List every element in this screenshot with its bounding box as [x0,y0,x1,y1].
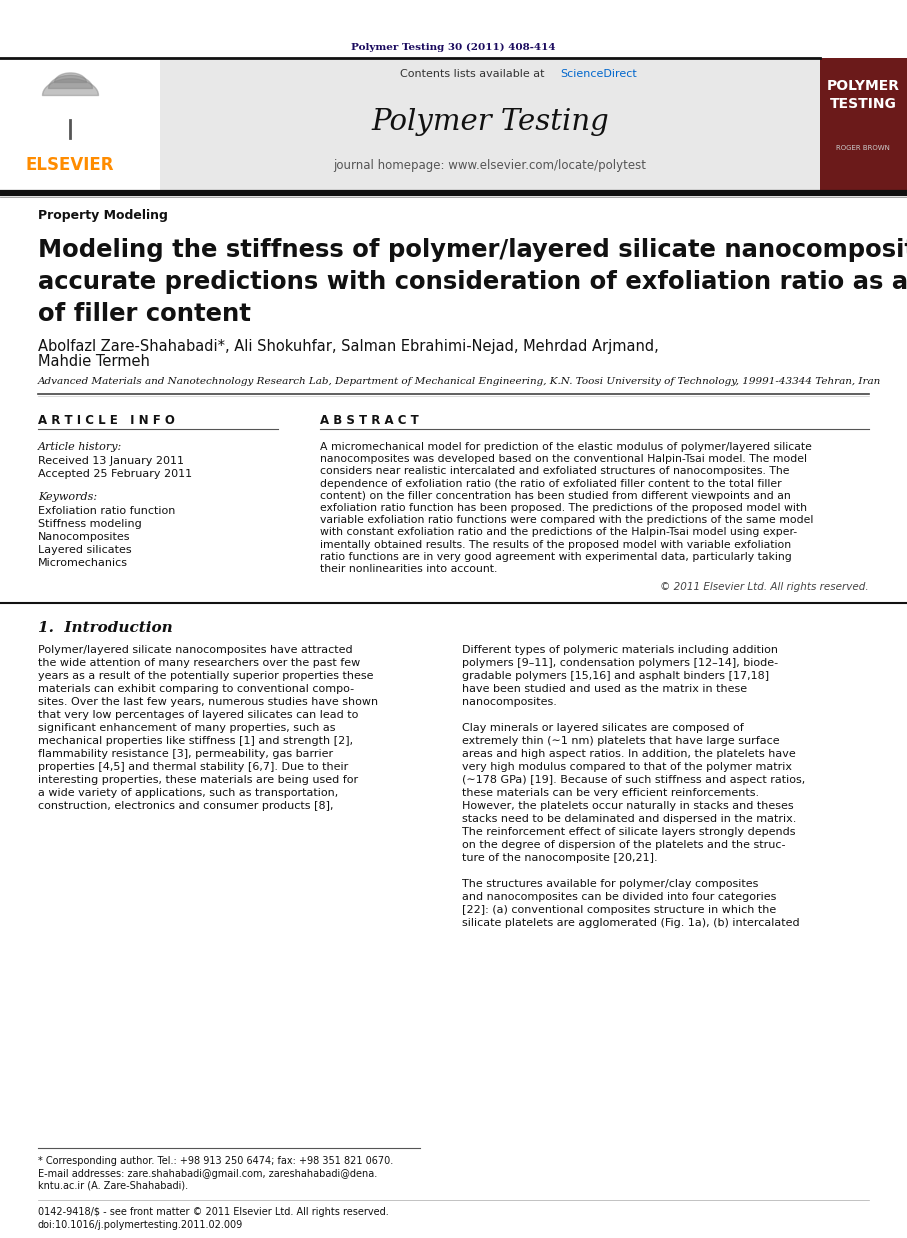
Text: Nanocomposites: Nanocomposites [38,532,131,542]
Text: Different types of polymeric materials including addition: Different types of polymeric materials i… [462,645,778,655]
Text: 1.  Introduction: 1. Introduction [38,621,172,635]
Text: Contents lists available at: Contents lists available at [400,69,548,79]
Text: ture of the nanocomposite [20,21].: ture of the nanocomposite [20,21]. [462,853,658,863]
Text: flammability resistance [3], permeability, gas barrier: flammability resistance [3], permeabilit… [38,749,333,759]
Text: doi:10.1016/j.polymertesting.2011.02.009: doi:10.1016/j.polymertesting.2011.02.009 [38,1219,243,1231]
Text: areas and high aspect ratios. In addition, the platelets have: areas and high aspect ratios. In additio… [462,749,795,759]
Text: nanocomposites.: nanocomposites. [462,697,557,707]
Text: content) on the filler concentration has been studied from different viewpoints : content) on the filler concentration has… [320,490,791,501]
Text: stacks need to be delaminated and dispersed in the matrix.: stacks need to be delaminated and disper… [462,815,796,825]
Text: variable exfoliation ratio functions were compared with the predictions of the s: variable exfoliation ratio functions wer… [320,515,814,525]
Text: gradable polymers [15,16] and asphalt binders [17,18]: gradable polymers [15,16] and asphalt bi… [462,671,769,681]
Text: that very low percentages of layered silicates can lead to: that very low percentages of layered sil… [38,711,358,721]
Text: extremely thin (∼1 nm) platelets that have large surface: extremely thin (∼1 nm) platelets that ha… [462,737,780,747]
Text: Polymer Testing 30 (2011) 408-414: Polymer Testing 30 (2011) 408-414 [351,42,555,52]
Text: of filler content: of filler content [38,302,251,326]
Text: imentally obtained results. The results of the proposed model with variable exfo: imentally obtained results. The results … [320,540,791,550]
Text: silicate platelets are agglomerated (Fig. 1a), (b) intercalated: silicate platelets are agglomerated (Fig… [462,919,800,928]
Text: However, the platelets occur naturally in stacks and theses: However, the platelets occur naturally i… [462,801,794,811]
Text: (∼178 GPa) [19]. Because of such stiffness and aspect ratios,: (∼178 GPa) [19]. Because of such stiffne… [462,775,805,785]
Text: a wide variety of applications, such as transportation,: a wide variety of applications, such as … [38,789,338,799]
Text: dependence of exfoliation ratio (the ratio of exfoliated filler content to the t: dependence of exfoliation ratio (the rat… [320,479,782,489]
Text: Received 13 January 2011: Received 13 January 2011 [38,456,184,465]
Text: exfoliation ratio function has been proposed. The predictions of the proposed mo: exfoliation ratio function has been prop… [320,503,807,513]
Text: Mahdie Termeh: Mahdie Termeh [38,354,150,369]
Text: E-mail addresses: zare.shahabadi@gmail.com, zareshahabadi@dena.: E-mail addresses: zare.shahabadi@gmail.c… [38,1169,377,1179]
Text: significant enhancement of many properties, such as: significant enhancement of many properti… [38,723,336,733]
Text: A B S T R A C T: A B S T R A C T [320,413,419,427]
Bar [0,58,160,191]
Text: POLYMER
TESTING: POLYMER TESTING [826,79,900,110]
Text: ScienceDirect: ScienceDirect [560,69,637,79]
Text: journal homepage: www.elsevier.com/locate/polytest: journal homepage: www.elsevier.com/locat… [334,158,647,172]
Text: ROGER BROWN: ROGER BROWN [836,145,890,151]
Text: years as a result of the potentially superior properties these: years as a result of the potentially sup… [38,671,374,681]
Text: ELSEVIER: ELSEVIER [25,156,114,175]
Text: polymers [9–11], condensation polymers [12–14], biode-: polymers [9–11], condensation polymers [… [462,659,778,669]
Bar [820,58,907,191]
Text: very high modulus compared to that of the polymer matrix: very high modulus compared to that of th… [462,763,792,773]
Text: Advanced Materials and Nanotechnology Research Lab, Department of Mechanical Eng: Advanced Materials and Nanotechnology Re… [38,378,882,386]
Text: Accepted 25 February 2011: Accepted 25 February 2011 [38,469,192,479]
Text: nanocomposites was developed based on the conventional Halpin-Tsai model. The mo: nanocomposites was developed based on th… [320,454,807,464]
Text: the wide attention of many researchers over the past few: the wide attention of many researchers o… [38,659,360,669]
Text: with constant exfoliation ratio and the predictions of the Halpin-Tsai model usi: with constant exfoliation ratio and the … [320,527,797,537]
Text: materials can exhibit comparing to conventional compo-: materials can exhibit comparing to conve… [38,685,354,695]
Text: The reinforcement effect of silicate layers strongly depends: The reinforcement effect of silicate lay… [462,827,795,837]
Text: Property Modeling: Property Modeling [38,209,168,223]
Text: © 2011 Elsevier Ltd. All rights reserved.: © 2011 Elsevier Ltd. All rights reserved… [660,582,869,592]
Text: kntu.ac.ir (A. Zare-Shahabadi).: kntu.ac.ir (A. Zare-Shahabadi). [38,1181,188,1191]
Text: [22]: (a) conventional composites structure in which the: [22]: (a) conventional composites struct… [462,905,776,915]
Text: construction, electronics and consumer products [8],: construction, electronics and consumer p… [38,801,334,811]
Text: Clay minerals or layered silicates are composed of: Clay minerals or layered silicates are c… [462,723,744,733]
Text: Polymer Testing: Polymer Testing [371,108,609,136]
Text: Micromechanics: Micromechanics [38,558,128,568]
Text: Modeling the stiffness of polymer/layered silicate nanocomposites: More: Modeling the stiffness of polymer/layere… [38,238,907,262]
Text: Keywords:: Keywords: [38,491,97,501]
Text: on the degree of dispersion of the platelets and the struc-: on the degree of dispersion of the plate… [462,841,785,851]
Text: Abolfazl Zare-Shahabadi*, Ali Shokuhfar, Salman Ebrahimi-Nejad, Mehrdad Arjmand,: Abolfazl Zare-Shahabadi*, Ali Shokuhfar,… [38,338,658,354]
Text: accurate predictions with consideration of exfoliation ratio as a function: accurate predictions with consideration … [38,270,907,293]
Text: their nonlinearities into account.: their nonlinearities into account. [320,565,497,574]
Text: ratio functions are in very good agreement with experimental data, particularly : ratio functions are in very good agreeme… [320,552,792,562]
Text: and nanocomposites can be divided into four categories: and nanocomposites can be divided into f… [462,893,776,903]
Text: A R T I C L E   I N F O: A R T I C L E I N F O [38,413,175,427]
Text: considers near realistic intercalated and exfoliated structures of nanocomposite: considers near realistic intercalated an… [320,467,789,477]
Bar [0,58,907,191]
Text: * Corresponding author. Tel.: +98 913 250 6474; fax: +98 351 821 0670.: * Corresponding author. Tel.: +98 913 25… [38,1156,394,1166]
Text: Stiffness modeling: Stiffness modeling [38,519,141,529]
Text: interesting properties, these materials are being used for: interesting properties, these materials … [38,775,358,785]
Text: sites. Over the last few years, numerous studies have shown: sites. Over the last few years, numerous… [38,697,378,707]
Text: properties [4,5] and thermal stability [6,7]. Due to their: properties [4,5] and thermal stability [… [38,763,348,773]
Text: A micromechanical model for prediction of the elastic modulus of polymer/layered: A micromechanical model for prediction o… [320,442,812,452]
Text: have been studied and used as the matrix in these: have been studied and used as the matrix… [462,685,747,695]
Text: mechanical properties like stiffness [1] and strength [2],: mechanical properties like stiffness [1]… [38,737,353,747]
Text: Polymer/layered silicate nanocomposites have attracted: Polymer/layered silicate nanocomposites … [38,645,353,655]
Text: these materials can be very efficient reinforcements.: these materials can be very efficient re… [462,789,759,799]
Text: Exfoliation ratio function: Exfoliation ratio function [38,506,175,516]
Text: Article history:: Article history: [38,442,122,452]
Text: The structures available for polymer/clay composites: The structures available for polymer/cla… [462,879,758,889]
Text: Layered silicates: Layered silicates [38,545,132,555]
Text: 0142-9418/$ - see front matter © 2011 Elsevier Ltd. All rights reserved.: 0142-9418/$ - see front matter © 2011 El… [38,1207,389,1217]
